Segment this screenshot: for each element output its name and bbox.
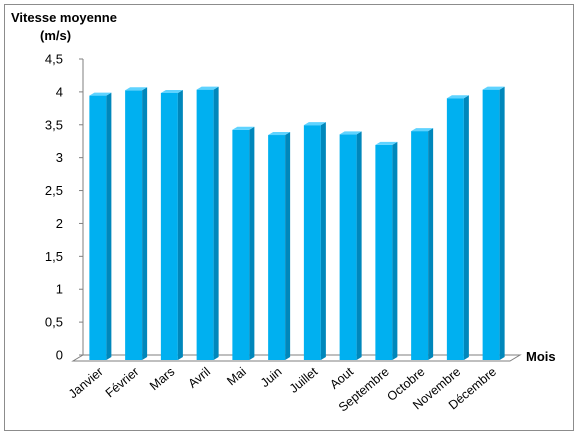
y-tick-label: 1,5 (45, 249, 63, 264)
bar-side (499, 86, 505, 361)
bar (268, 132, 291, 360)
bar (411, 128, 434, 360)
bar-front (339, 134, 357, 360)
bar-top (446, 95, 469, 99)
bar-side (428, 128, 434, 360)
y-axis-label-line2: (m/s) (40, 28, 71, 43)
bar-side (463, 95, 469, 361)
bar-front (375, 144, 393, 360)
y-tick-label: 2,5 (45, 183, 63, 198)
bar (232, 126, 255, 361)
bar (160, 89, 183, 360)
bar-side (356, 131, 362, 360)
bar (89, 92, 112, 360)
bar-front (232, 129, 250, 360)
bar-front (89, 95, 107, 360)
y-tick-label: 0 (56, 348, 63, 363)
bar-side (392, 141, 398, 360)
bar-front (303, 125, 321, 360)
bars (89, 86, 505, 361)
y-tick-label: 4 (56, 84, 63, 99)
bar-top (268, 132, 291, 136)
bar-front (160, 92, 178, 360)
y-tick-label: 3 (56, 150, 63, 165)
x-tick-label: Mai (224, 365, 248, 389)
bar-side (213, 86, 219, 361)
bar (339, 131, 362, 360)
bar-top (482, 86, 505, 90)
bar-side (285, 132, 291, 360)
bar-front (125, 90, 143, 361)
bar (125, 87, 148, 361)
bar-side (320, 122, 326, 360)
bar-top (411, 128, 434, 132)
bar-top (339, 131, 362, 135)
bar (446, 95, 469, 361)
bar-top (303, 122, 326, 126)
bar-top (125, 87, 148, 91)
y-tick-labels: 0 0,5 1 1,5 2 2,5 3 3,5 4 4,5 (45, 52, 83, 363)
bar (482, 86, 505, 361)
bar-top (160, 89, 183, 93)
bar-top (375, 141, 398, 145)
bar-front (196, 89, 214, 361)
bar (196, 86, 219, 361)
x-tick-label: Février (103, 365, 142, 401)
bar-top (89, 92, 112, 96)
bar-top (196, 86, 219, 90)
floor-plane (71, 354, 522, 362)
bar-top (232, 126, 255, 130)
x-tick-label: Janvier (66, 365, 106, 402)
y-tick-label: 0,5 (45, 315, 63, 330)
bar (375, 141, 398, 360)
bar-front (446, 98, 464, 361)
y-tick-label: 3,5 (45, 117, 63, 132)
x-tick-label: Avril (186, 365, 213, 391)
bar-side (177, 89, 183, 360)
y-tick-label: 2 (56, 216, 63, 231)
y-tick-label: 1 (56, 282, 63, 297)
bar-front (268, 135, 286, 360)
y-axis-label-line1: Vitesse moyenne (11, 10, 117, 25)
x-axis-label: Mois (526, 349, 556, 364)
x-tick-label: Juin (258, 365, 285, 390)
bar-front (482, 89, 500, 361)
bar-side (142, 87, 148, 361)
x-tick-label: Aout (327, 364, 356, 392)
bar-front (411, 131, 429, 360)
bar-side (249, 126, 255, 361)
chart-frame: 0 0,5 1 1,5 2 2,5 3 3,5 4 4,5 Janvier Février Mars A… (4, 4, 574, 431)
chart-floor (71, 354, 522, 362)
bar (303, 122, 326, 360)
bar-side (106, 92, 112, 360)
y-tick-label: 4,5 (45, 52, 63, 67)
x-tick-label: Juillet (287, 364, 321, 396)
x-tick-label: Mars (147, 365, 177, 394)
